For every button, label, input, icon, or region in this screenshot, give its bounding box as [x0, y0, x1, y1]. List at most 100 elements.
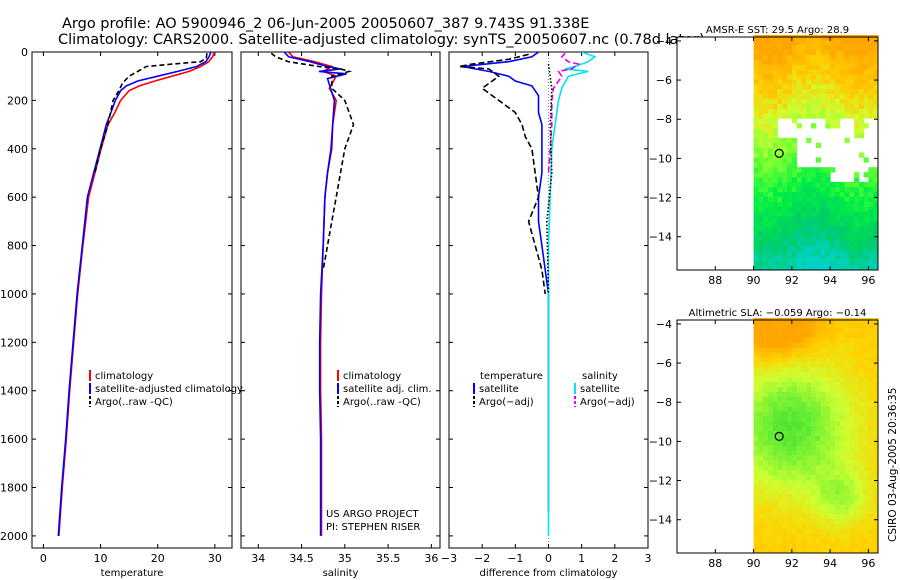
map-cell: [815, 157, 821, 163]
map-cell: [806, 484, 812, 490]
map-cell: [820, 318, 826, 324]
legend-label: Argo(−adj): [479, 397, 534, 408]
map-cell: [815, 425, 821, 431]
map-cell: [763, 260, 769, 266]
map-cell: [868, 499, 874, 505]
map-cell: [858, 445, 865, 451]
map-cell: [782, 98, 788, 104]
map-cell: [830, 196, 836, 202]
map-cell: [791, 513, 798, 520]
map-cell: [767, 342, 774, 348]
map-cell: [787, 411, 793, 417]
map-cell: [782, 440, 788, 446]
map-cell: [820, 54, 826, 60]
map-cell: [830, 533, 836, 539]
map-cell: [782, 396, 788, 402]
map-cell: [815, 508, 821, 515]
y-tick-label: 2000: [0, 530, 28, 543]
map-cell: [873, 367, 879, 373]
map-cell: [763, 347, 769, 353]
map-cell: [854, 523, 860, 529]
map-cell: [863, 196, 869, 202]
map-cell: [777, 221, 783, 227]
map-cell: [849, 474, 855, 480]
map-cell: [825, 49, 831, 55]
map-cell: [787, 367, 793, 373]
map-cell: [772, 518, 778, 524]
map-cell: [873, 499, 879, 505]
map-cell: [787, 386, 793, 392]
map-cell: [830, 376, 836, 383]
map-cell: [834, 411, 841, 417]
map-cell: [772, 508, 778, 515]
map-cell: [782, 430, 788, 436]
map-cell: [820, 469, 826, 476]
map-cell: [834, 235, 841, 241]
map-cell: [820, 445, 826, 451]
map-cell: [782, 367, 788, 373]
map-cell: [839, 371, 845, 378]
map-cell: [820, 484, 826, 490]
map-cell: [854, 327, 860, 334]
map-cell: [834, 406, 841, 412]
map-cell: [820, 440, 826, 446]
map-cell: [844, 191, 850, 197]
map-cell: [801, 191, 807, 197]
map-cell: [825, 435, 831, 441]
map-cell: [863, 93, 869, 100]
map-cell: [787, 518, 793, 524]
map-cell: [782, 494, 788, 500]
map-cell: [758, 376, 764, 383]
map-cell: [806, 406, 812, 412]
map-cell: [787, 181, 793, 188]
map-cell: [811, 371, 817, 378]
map-cell: [782, 235, 788, 241]
map-cell: [758, 352, 764, 358]
map-cell: [844, 347, 850, 353]
map-cell: [873, 352, 879, 358]
map-cell: [796, 455, 802, 461]
map-cell: [758, 196, 764, 202]
map-cell: [767, 474, 774, 480]
map-cell: [753, 376, 759, 383]
map-cell: [873, 191, 879, 197]
map-cell: [806, 49, 812, 55]
map-cell: [787, 479, 793, 485]
map-cell: [791, 157, 798, 163]
map-cell: [834, 260, 841, 266]
map-cell: [787, 39, 793, 46]
map-cell: [825, 464, 831, 471]
map-cell: [844, 59, 850, 65]
map-cell: [782, 211, 788, 217]
map-cell: [834, 504, 841, 510]
map-cell: [772, 347, 778, 353]
map-cell: [815, 240, 821, 246]
map-cell: [767, 113, 774, 119]
map-cell: [753, 357, 759, 363]
map-cell: [849, 386, 855, 392]
map-cell: [830, 479, 836, 485]
map-cell: [801, 494, 807, 500]
map-cell: [806, 455, 812, 461]
map-cell: [806, 425, 812, 431]
map-cell: [791, 337, 798, 343]
map-cell: [763, 64, 769, 70]
map-cell: [767, 123, 774, 129]
map-cell: [873, 391, 879, 397]
map-cell: [767, 152, 774, 158]
map-cell: [849, 186, 855, 193]
map-cell: [777, 230, 783, 237]
x-tick-label: 2: [611, 552, 618, 565]
map-cell: [815, 396, 821, 402]
map-cell: [863, 523, 869, 529]
map-cell: [858, 494, 865, 500]
map-cell: [863, 84, 869, 90]
map-cell: [873, 347, 879, 353]
map-cell: [820, 337, 826, 343]
map-cell: [787, 240, 793, 246]
map-cell: [858, 196, 865, 202]
map-cell: [849, 460, 855, 466]
map-cell: [791, 181, 798, 188]
map-cell: [815, 533, 821, 539]
map-cell: [772, 411, 778, 417]
